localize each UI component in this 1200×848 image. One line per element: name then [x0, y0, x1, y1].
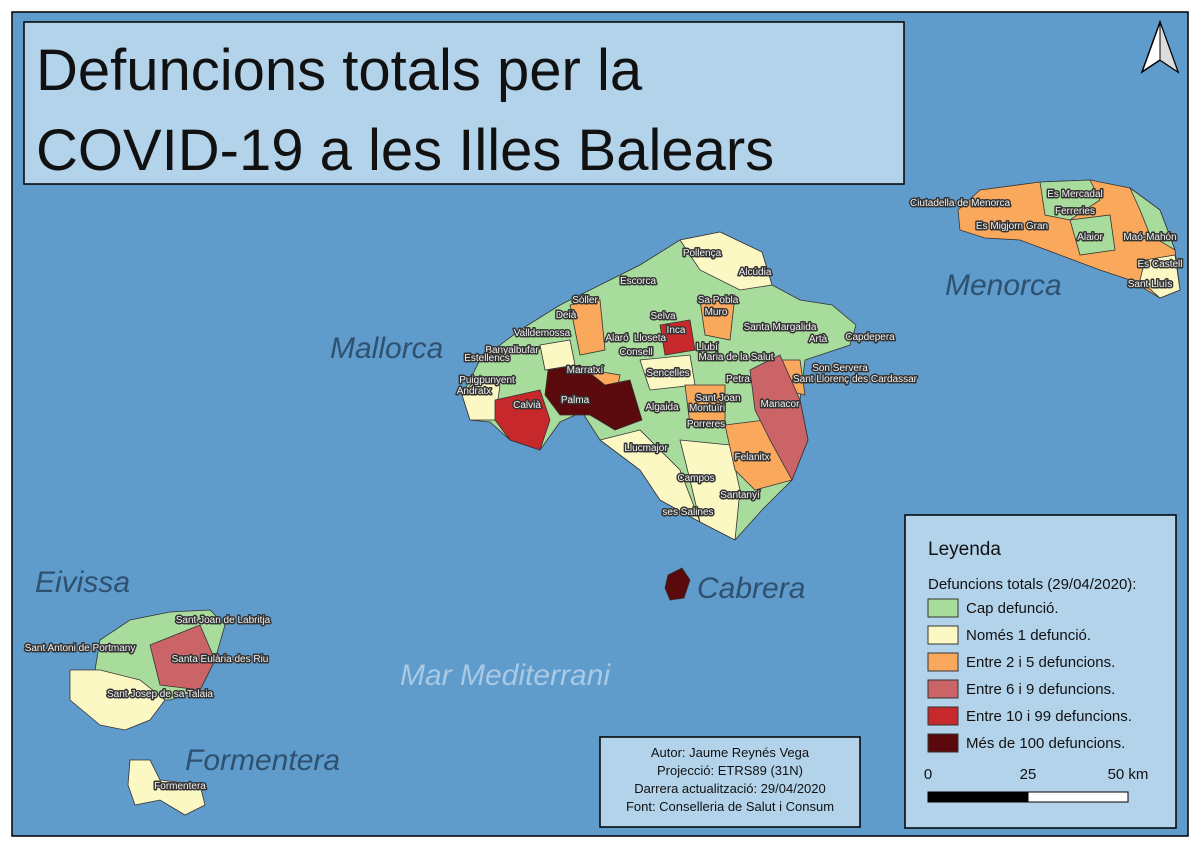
- menorca: [957, 179, 1181, 299]
- municipality-label: Maria de la Salut: [698, 352, 773, 363]
- legend-label: Cap defunció.: [966, 600, 1059, 617]
- legend-label: Només 1 defunció.: [966, 627, 1091, 644]
- municipality-label: Alaior: [1077, 232, 1103, 243]
- eivissa: [69, 567, 691, 816]
- municipality-label: Ferreries: [1055, 206, 1095, 217]
- municipality-label: Lloseta: [634, 333, 667, 344]
- place-label: Eivissa: [35, 566, 130, 599]
- legend-label: Entre 2 i 5 defuncions.: [966, 654, 1115, 671]
- municipality-label: Consell: [619, 347, 652, 358]
- title-line: COVID-19 a les Illes Balears: [36, 118, 774, 183]
- legend-label: Entre 6 i 9 defuncions.: [966, 681, 1115, 698]
- municipality-label: Santanyí: [720, 490, 760, 501]
- legend-title: Leyenda: [928, 539, 1001, 560]
- place-label: Cabrera: [697, 572, 805, 605]
- north-arrow: [1140, 19, 1180, 74]
- municipality-label: Sant Llorenç des Cardassar: [793, 374, 918, 385]
- legend-label: Entre 10 i 99 defuncions.: [966, 708, 1132, 725]
- municipality-label: Sant Josep de sa Talaia: [107, 689, 213, 700]
- municipality-label: Sa Pobla: [698, 295, 739, 306]
- municipality-label: Escorca: [620, 276, 657, 287]
- municipality-label: Banyalbufar: [485, 345, 539, 356]
- municipality-label: Manacor: [761, 399, 801, 410]
- municipality-label: Son Servera: [812, 363, 868, 374]
- scale-bar: [1027, 791, 1129, 803]
- municipality-label: Sóller: [572, 295, 598, 306]
- legend-swatch: [927, 652, 959, 672]
- credit-line: Darrera actualització: 29/04/2020: [634, 781, 826, 796]
- scale-bar: [927, 791, 1029, 803]
- municipality-label: Palma: [561, 395, 590, 406]
- title-line: Defuncions totals per la: [36, 38, 643, 103]
- municipality-label: Valldemossa: [514, 328, 571, 339]
- municipality-label: Marratxí: [567, 365, 604, 376]
- municipality-label: Santa Margalida: [744, 322, 817, 333]
- legend-swatch: [927, 733, 959, 753]
- municipality-label: Montuïri: [689, 403, 725, 414]
- municipality-label: Porreres: [687, 419, 725, 430]
- municipality-label: Es Mercadal: [1047, 189, 1103, 200]
- municipality-label: Sencelles: [646, 368, 689, 379]
- mallorca: [461, 231, 857, 541]
- municipality-label: Selva: [650, 311, 675, 322]
- municipality-label: Formentera: [154, 781, 206, 792]
- municipality-label: Ciutadella de Menorca: [910, 198, 1010, 209]
- municipality-label: Inca: [667, 325, 686, 336]
- credit-line: Autor: Jaume Reynés Vega: [651, 745, 810, 760]
- municipality-label: Capdepera: [845, 332, 895, 343]
- place-label: Mar Mediterrani: [400, 659, 611, 692]
- municipality-label: Estellencs: [464, 353, 510, 364]
- legend-subtitle: Defuncions totals (29/04/2020):: [928, 576, 1136, 593]
- scale-label: 50 km: [1108, 766, 1149, 783]
- municipality-label: Andratx: [457, 386, 491, 397]
- municipality-label: Alaró: [605, 333, 629, 344]
- municipality-label: Felanitx: [734, 452, 769, 463]
- municipality-label: Deià: [556, 310, 577, 321]
- municipality-label: Calvià: [513, 400, 541, 411]
- credits-background: [599, 736, 861, 828]
- municipality-label: Santa Eulària des Riu: [172, 654, 269, 665]
- scale-label: 25: [1020, 766, 1037, 783]
- place-label: Menorca: [945, 269, 1062, 302]
- municipality-label: Maó-Mahón: [1123, 232, 1176, 243]
- municipality-label: Pollença: [683, 248, 722, 259]
- title-background: [23, 21, 905, 185]
- credit-line: Projecció: ETRS89 (31N): [657, 763, 803, 778]
- municipality-label: Sant Joan de Labritja: [176, 615, 271, 626]
- municipality-label: Campos: [677, 473, 714, 484]
- legend-label: Més de 100 defuncions.: [966, 735, 1125, 752]
- municipality-label: Puigpunyent: [459, 375, 515, 386]
- title-box: Defuncions totals per la COVID-19 a les …: [23, 21, 905, 185]
- municipality-label: Sant Antoni de Portmany: [25, 643, 136, 654]
- credit-line: Font: Conselleria de Salut i Consum: [626, 799, 834, 814]
- municipality-label: Llucmajor: [624, 443, 668, 454]
- municipality-label: Alcúdia: [739, 267, 772, 278]
- municipality-label: Sant Lluís: [1128, 279, 1172, 290]
- municipality-label: Llubí: [696, 342, 718, 353]
- municipality-label: Muro: [705, 307, 728, 318]
- municipality-label: ses Salines: [662, 507, 713, 518]
- legend-swatch: [927, 625, 959, 645]
- municipality-label: Algaida: [645, 402, 679, 413]
- credits: [599, 736, 861, 828]
- scale-label: 0: [924, 766, 932, 783]
- municipality-label: Es Migjorn Gran: [976, 221, 1048, 232]
- legend-swatch: [927, 706, 959, 726]
- legend-swatch: [927, 598, 959, 618]
- legend-swatch: [927, 679, 959, 699]
- place-label: Mallorca: [330, 332, 443, 365]
- municipality-label: Es Castell: [1137, 259, 1182, 270]
- municipality-label: Sant Joan: [695, 393, 740, 404]
- municipality-label: Petra: [726, 374, 750, 385]
- place-label: Formentera: [185, 744, 340, 777]
- municipality-label: Artà: [809, 334, 828, 345]
